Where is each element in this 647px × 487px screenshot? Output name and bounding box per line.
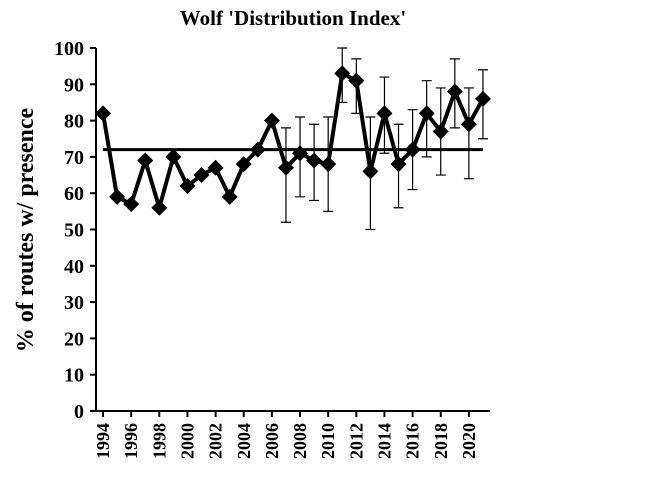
x-tick-label: 2020 bbox=[459, 423, 479, 459]
chart-title: Wolf 'Distribution Index' bbox=[180, 6, 406, 30]
data-point bbox=[221, 188, 238, 205]
x-tick-label: 1996 bbox=[121, 423, 141, 459]
data-point bbox=[193, 167, 210, 184]
data-point bbox=[109, 188, 126, 205]
x-tick-label: 2000 bbox=[177, 423, 197, 459]
x-tick-label: 2008 bbox=[290, 423, 310, 459]
data-point bbox=[151, 199, 168, 216]
data-point bbox=[474, 90, 491, 107]
y-tick-label: 90 bbox=[64, 74, 84, 96]
data-point bbox=[137, 152, 154, 169]
data-point bbox=[320, 156, 337, 173]
y-tick-label: 40 bbox=[64, 256, 84, 278]
y-tick-label: 50 bbox=[64, 220, 84, 242]
data-point bbox=[460, 116, 477, 133]
y-tick-label: 10 bbox=[64, 365, 84, 387]
data-point bbox=[376, 105, 393, 122]
data-point bbox=[390, 156, 407, 173]
data-point bbox=[306, 152, 323, 169]
x-tick-label: 1998 bbox=[149, 423, 169, 459]
data-point bbox=[277, 159, 294, 176]
data-point bbox=[165, 148, 182, 165]
y-tick-label: 0 bbox=[74, 401, 84, 423]
y-tick-label: 20 bbox=[64, 328, 84, 350]
x-tick-label: 2002 bbox=[206, 423, 226, 459]
data-point bbox=[404, 141, 421, 158]
x-tick-label: 1994 bbox=[93, 423, 113, 459]
data-point bbox=[95, 105, 112, 122]
data-point bbox=[235, 156, 252, 173]
data-point bbox=[418, 105, 435, 122]
data-point bbox=[334, 65, 351, 82]
data-point bbox=[123, 196, 140, 213]
data-point bbox=[207, 159, 224, 176]
y-tick-label: 80 bbox=[64, 111, 84, 133]
x-tick-label: 2016 bbox=[403, 423, 423, 459]
data-point bbox=[446, 83, 463, 100]
y-tick-label: 30 bbox=[64, 292, 84, 314]
y-tick-label: 100 bbox=[54, 38, 84, 60]
data-point bbox=[263, 112, 280, 129]
x-tick-label: 2010 bbox=[318, 423, 338, 459]
x-tick-label: 2012 bbox=[346, 423, 366, 459]
data-line bbox=[101, 71, 485, 210]
y-tick-label: 70 bbox=[64, 147, 84, 169]
y-tick-label: 60 bbox=[64, 183, 84, 205]
data-point bbox=[179, 177, 196, 194]
data-point bbox=[362, 163, 379, 180]
error-bar bbox=[463, 87, 474, 180]
data-point bbox=[432, 123, 449, 140]
data-point bbox=[249, 141, 266, 158]
x-tick-label: 2018 bbox=[431, 423, 451, 459]
y-axis-label: % of routes w/ presence bbox=[13, 107, 39, 352]
x-tick-label: 2014 bbox=[374, 423, 394, 459]
data-point bbox=[348, 72, 365, 89]
data-point bbox=[292, 145, 309, 162]
x-tick-label: 2006 bbox=[262, 423, 282, 459]
x-tick-label: 2004 bbox=[234, 423, 254, 459]
